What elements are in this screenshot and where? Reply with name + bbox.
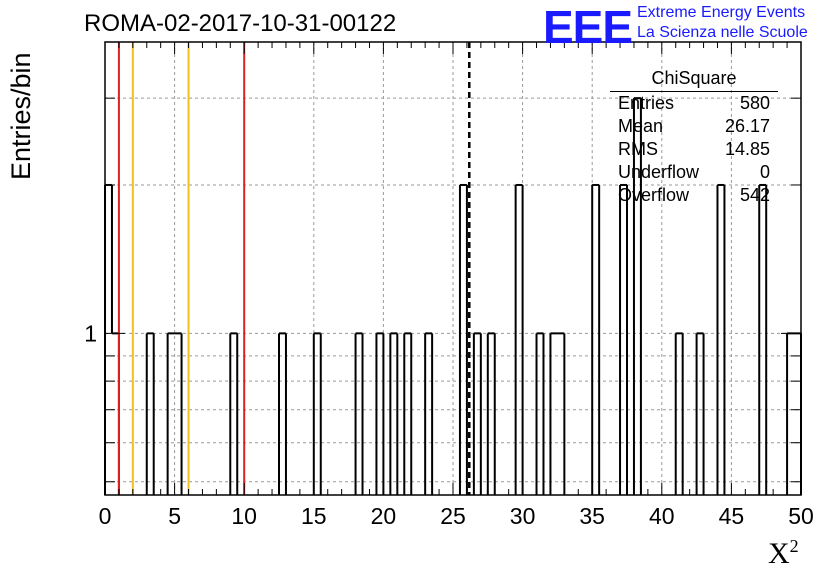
- stats-value: 0: [759, 162, 770, 182]
- x-tick-label: 20: [371, 503, 397, 529]
- stats-label: Overflow: [618, 185, 690, 205]
- x-tick-label: 15: [301, 503, 327, 529]
- stats-row-entries: Entries 580: [610, 92, 778, 115]
- stats-value: 26.17: [724, 116, 770, 136]
- x-tick-label: 35: [579, 503, 605, 529]
- stats-row-mean: Mean 26.17: [610, 115, 778, 138]
- stats-title: ChiSquare: [610, 68, 778, 92]
- stats-row-underflow: Underflow 0: [610, 161, 778, 184]
- logo-tagline-1: Extreme Energy Events: [637, 4, 806, 21]
- stats-row-rms: RMS 14.85: [610, 138, 778, 161]
- stats-value: 14.85: [724, 139, 770, 159]
- x-tick-label: 0: [99, 503, 112, 529]
- x-tick-label: 40: [649, 503, 675, 529]
- run-title: ROMA-02-2017-10-31-00122: [84, 10, 397, 37]
- stats-label: Entries: [618, 93, 675, 113]
- x-tick-label: 45: [719, 503, 745, 529]
- x-tick-label: 30: [510, 503, 536, 529]
- stats-box: ChiSquare Entries 580 Mean 26.17 RMS 14.85 …: [610, 68, 778, 207]
- y-tick-label: 1: [84, 320, 97, 346]
- x-tick-label: 25: [440, 503, 466, 529]
- stats-value: 580: [739, 93, 770, 113]
- x-axis-label: X2: [768, 536, 799, 571]
- stats-row-overflow: Overflow 542: [610, 184, 778, 207]
- x-axis-label-sup: 2: [789, 536, 799, 556]
- y-axis-label: Entries/bin: [6, 52, 36, 180]
- stats-label: Mean: [618, 116, 664, 136]
- stats-label: Underflow: [618, 162, 700, 182]
- eee-logo: EEE: [543, 1, 633, 53]
- logo-tagline-2: La Scienza nelle Scuole: [637, 24, 808, 41]
- x-tick-label: 5: [168, 503, 181, 529]
- x-tick-label: 10: [231, 503, 257, 529]
- stats-label: RMS: [618, 139, 658, 159]
- x-axis-label-base: X: [768, 537, 790, 570]
- x-tick-label: 50: [788, 503, 814, 529]
- stats-value: 542: [739, 185, 770, 205]
